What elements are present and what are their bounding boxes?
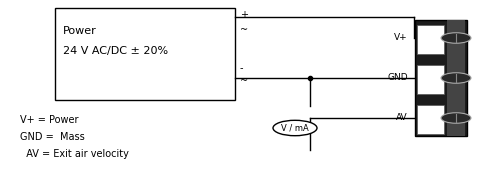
Circle shape	[273, 120, 317, 136]
Text: 3: 3	[457, 114, 463, 122]
Text: V+: V+	[394, 33, 408, 43]
Text: V+ = Power: V+ = Power	[20, 115, 78, 125]
Text: 2: 2	[457, 74, 462, 82]
Bar	[417, 105, 444, 134]
Text: V / mA: V / mA	[281, 124, 309, 132]
Text: +: +	[240, 10, 248, 20]
Text: GND: GND	[388, 74, 408, 82]
Bar	[447, 20, 465, 136]
Text: GND =  Mass: GND = Mass	[20, 132, 85, 142]
Text: 24 V AC/DC ± 20%: 24 V AC/DC ± 20%	[63, 46, 168, 56]
Text: -: -	[240, 63, 244, 73]
Text: ~: ~	[240, 76, 248, 86]
Circle shape	[441, 113, 471, 123]
Circle shape	[441, 73, 471, 83]
Circle shape	[441, 33, 471, 43]
Text: 1: 1	[457, 33, 463, 43]
Text: AV: AV	[396, 114, 408, 122]
Bar	[415, 20, 467, 136]
Bar	[417, 65, 444, 94]
Text: AV = Exit air velocity: AV = Exit air velocity	[20, 149, 129, 159]
Bar	[417, 25, 444, 54]
Text: Power: Power	[63, 26, 97, 36]
Bar	[55, 8, 235, 100]
Text: ~: ~	[240, 25, 248, 35]
